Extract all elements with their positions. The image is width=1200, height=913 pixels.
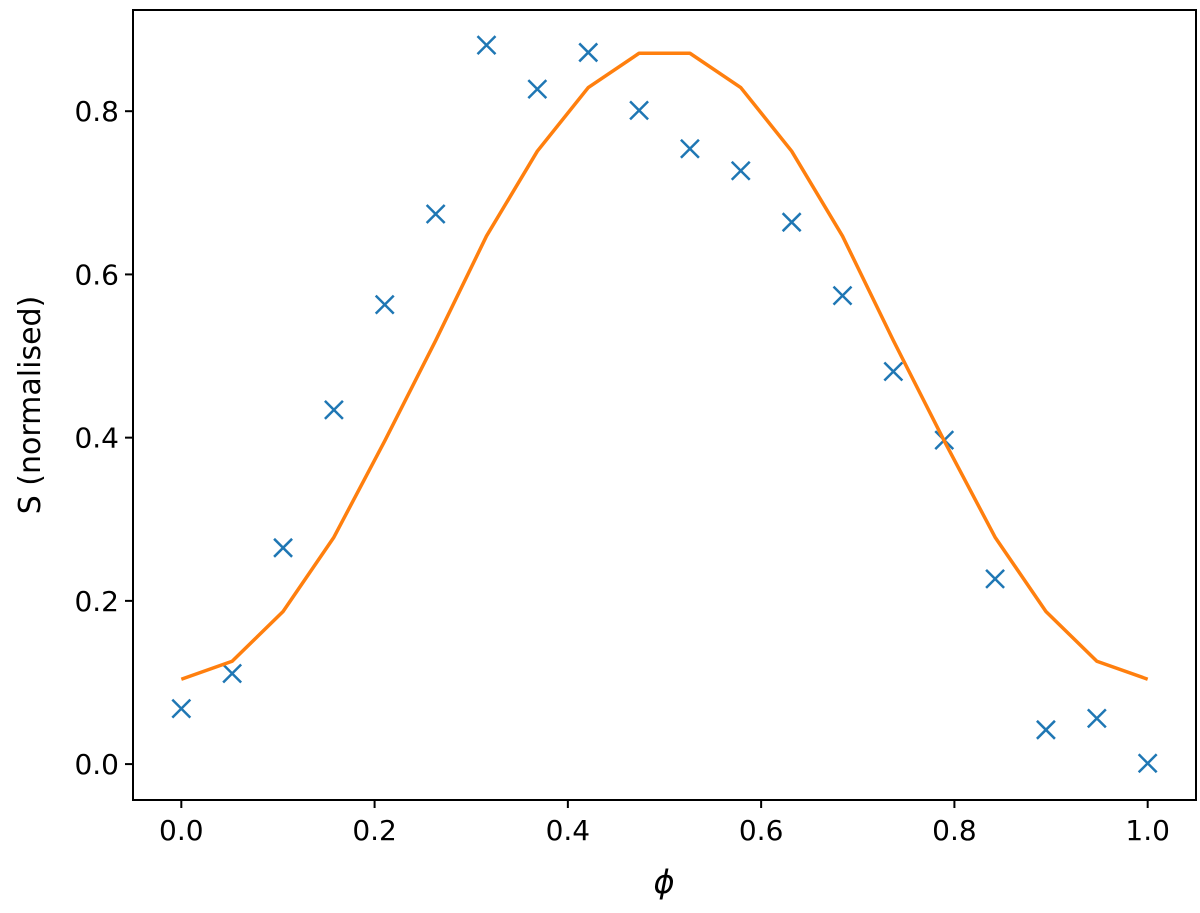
scatter-point [883, 361, 904, 382]
scatter-point [171, 698, 192, 719]
scatter-point [374, 294, 395, 315]
scatter-point [832, 285, 853, 306]
x-tick-label: 0.6 [739, 814, 784, 847]
x-axis-label: ϕ [653, 863, 674, 901]
y-tick-label: 0.4 [74, 422, 119, 455]
scatter-point [1137, 753, 1158, 774]
y-tick-label: 0.8 [74, 95, 119, 128]
scatter-point [629, 100, 649, 121]
scatter-point [578, 42, 599, 63]
scatter-point [1086, 708, 1107, 729]
x-tick-label: 1.0 [1125, 814, 1170, 847]
scatter-point [730, 160, 751, 181]
scatter-point [425, 204, 446, 224]
scatter-point [680, 138, 700, 159]
x-tick-label: 0.0 [159, 814, 204, 847]
scatter-point [527, 79, 548, 100]
line-series [180, 51, 1149, 681]
scatter-point [222, 663, 243, 684]
x-tick-label: 0.8 [932, 814, 977, 847]
y-tick-label: 0.0 [74, 748, 119, 781]
y-tick-label: 0.6 [74, 258, 119, 291]
x-tick-label: 0.4 [546, 814, 591, 847]
scatter-point [476, 35, 497, 55]
axes-frame [132, 9, 1197, 801]
y-axis-label: S (normalised) [13, 296, 48, 515]
scatter-point [781, 212, 802, 233]
scatter-point [324, 400, 344, 420]
scatter-point [985, 568, 1005, 589]
scatter-point [1036, 719, 1056, 740]
scatter-point [273, 537, 293, 558]
y-tick-label: 0.2 [74, 585, 119, 618]
x-tick-label: 0.2 [352, 814, 397, 847]
